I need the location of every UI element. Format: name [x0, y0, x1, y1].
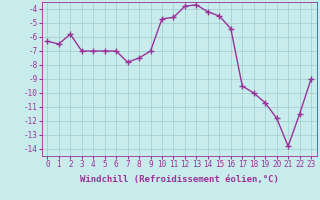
- X-axis label: Windchill (Refroidissement éolien,°C): Windchill (Refroidissement éolien,°C): [80, 175, 279, 184]
